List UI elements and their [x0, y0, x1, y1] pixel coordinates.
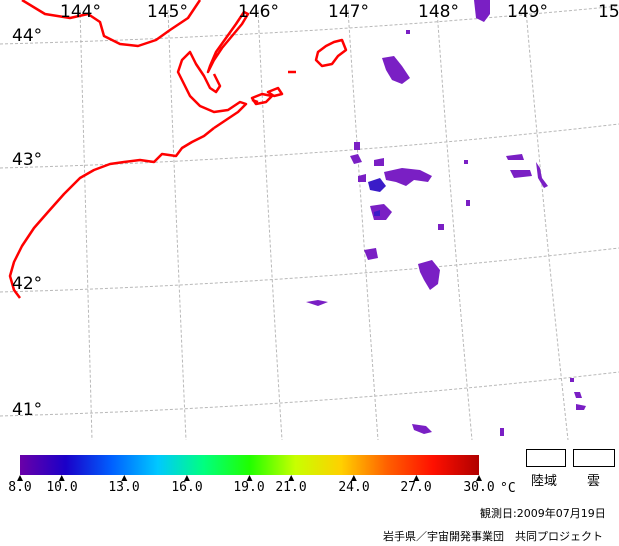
- parallel-42: [0, 247, 619, 293]
- sst-patch: [466, 200, 470, 206]
- observation-date: 観測日:2009年07月19日: [480, 507, 606, 520]
- sst-patch: [506, 154, 524, 160]
- longitude-label: 144°: [60, 2, 101, 22]
- sst-patch: [374, 210, 380, 216]
- colorbar-unit-label: °C: [500, 481, 516, 496]
- coastline: [8, 0, 348, 299]
- colorbar-tick-mark: [350, 475, 357, 481]
- colorbar-tick-mark: [58, 475, 65, 481]
- colorbar-tick-mark: [413, 475, 420, 481]
- sst-patch: [500, 428, 504, 436]
- parallel-41: [0, 371, 619, 417]
- sst-patch: [354, 142, 360, 150]
- sst-patch: [306, 300, 328, 306]
- sst-patch: [364, 248, 378, 260]
- sst-patch: [358, 174, 366, 182]
- longitude-label: 147°: [328, 2, 369, 22]
- meridian-149: [525, 9, 569, 440]
- sst-patch: [384, 168, 432, 186]
- land-legend-label: 陸域: [531, 474, 558, 489]
- colorbar-tick-mark: [121, 475, 128, 481]
- colorbar-tick-mark: [246, 475, 253, 481]
- longitude-label: 146°: [238, 2, 279, 22]
- colorbar-tick-mark: [476, 475, 482, 481]
- sst-patch: [574, 392, 582, 398]
- credit-line: 岩手県／宇宙開発事業団 共同プロジェクト: [383, 530, 603, 543]
- colorbar-tick-label: 8.0: [8, 480, 32, 495]
- nemuro-peninsula: [176, 50, 248, 130]
- sst-patch: [438, 224, 444, 230]
- sst-patch: [536, 162, 548, 188]
- iturup-fragment: [314, 38, 348, 68]
- sst-patch: [474, 0, 490, 22]
- sst-patch: [464, 160, 468, 164]
- land-legend-swatch: [526, 449, 566, 467]
- meridian-147: [347, 9, 379, 440]
- colorbar-gradient: [20, 455, 479, 475]
- sst-patch: [576, 404, 586, 410]
- parallel-43: [0, 123, 619, 169]
- sst-patches-cold: [368, 178, 386, 216]
- sst-patch: [510, 170, 532, 178]
- latitude-label: 42°: [12, 274, 43, 294]
- hokkaido-south-coast: [8, 127, 215, 299]
- colorbar-tick-label: 21.0: [275, 480, 307, 495]
- colorbar-tick-mark: [183, 475, 190, 481]
- sst-patch: [418, 260, 440, 290]
- sst-patch: [350, 154, 362, 164]
- latitude-label: 44°: [12, 26, 43, 46]
- longitude-label: 145°: [147, 2, 188, 22]
- colorbar-tick-mark: [288, 475, 295, 481]
- meridian-145: [167, 9, 187, 440]
- sst-patch: [382, 56, 410, 84]
- colorbar-tick-mark: [17, 475, 23, 481]
- habomai-islet-1: [266, 86, 284, 98]
- colorbar-tick-label: 19.0: [233, 480, 265, 495]
- latitude-label: 41°: [12, 400, 43, 420]
- sst-patch: [406, 30, 410, 34]
- latitude-label: 43°: [12, 150, 43, 170]
- sst-patch: [368, 178, 386, 192]
- graticule: [0, 5, 619, 440]
- sst-patches: [306, 0, 586, 436]
- sst-patch: [412, 424, 432, 434]
- sst-patch: [370, 204, 392, 220]
- colorbar-tick-label: 13.0: [108, 480, 140, 495]
- temperature-colorbar: [20, 455, 479, 475]
- hokkaido-east-coast: [21, 0, 202, 48]
- kunashiri-island: [206, 10, 250, 74]
- parallel-44: [0, 5, 619, 45]
- meridian-144: [79, 9, 93, 440]
- longitude-label: 15: [598, 2, 619, 22]
- meridian-148: [436, 9, 473, 440]
- shikotan-island: [250, 92, 274, 106]
- colorbar-tick-label: 30.0: [463, 480, 495, 495]
- longitude-label: 149°: [507, 2, 548, 22]
- colorbar-tick-label: 27.0: [400, 480, 432, 495]
- sst-patch: [374, 158, 384, 166]
- meridian-146: [257, 9, 283, 440]
- longitude-label: 148°: [418, 2, 459, 22]
- colorbar-tick-label: 10.0: [46, 480, 78, 495]
- colorbar-tick-label: 24.0: [338, 480, 370, 495]
- sst-patch: [570, 378, 574, 382]
- cloud-legend-label: 雲: [587, 474, 601, 489]
- sst-map: [0, 0, 619, 440]
- habomai-islet-3: [251, 98, 259, 104]
- cloud-legend-swatch: [573, 449, 615, 467]
- colorbar-ticks: [17, 475, 482, 481]
- colorbar-tick-label: 16.0: [171, 480, 203, 495]
